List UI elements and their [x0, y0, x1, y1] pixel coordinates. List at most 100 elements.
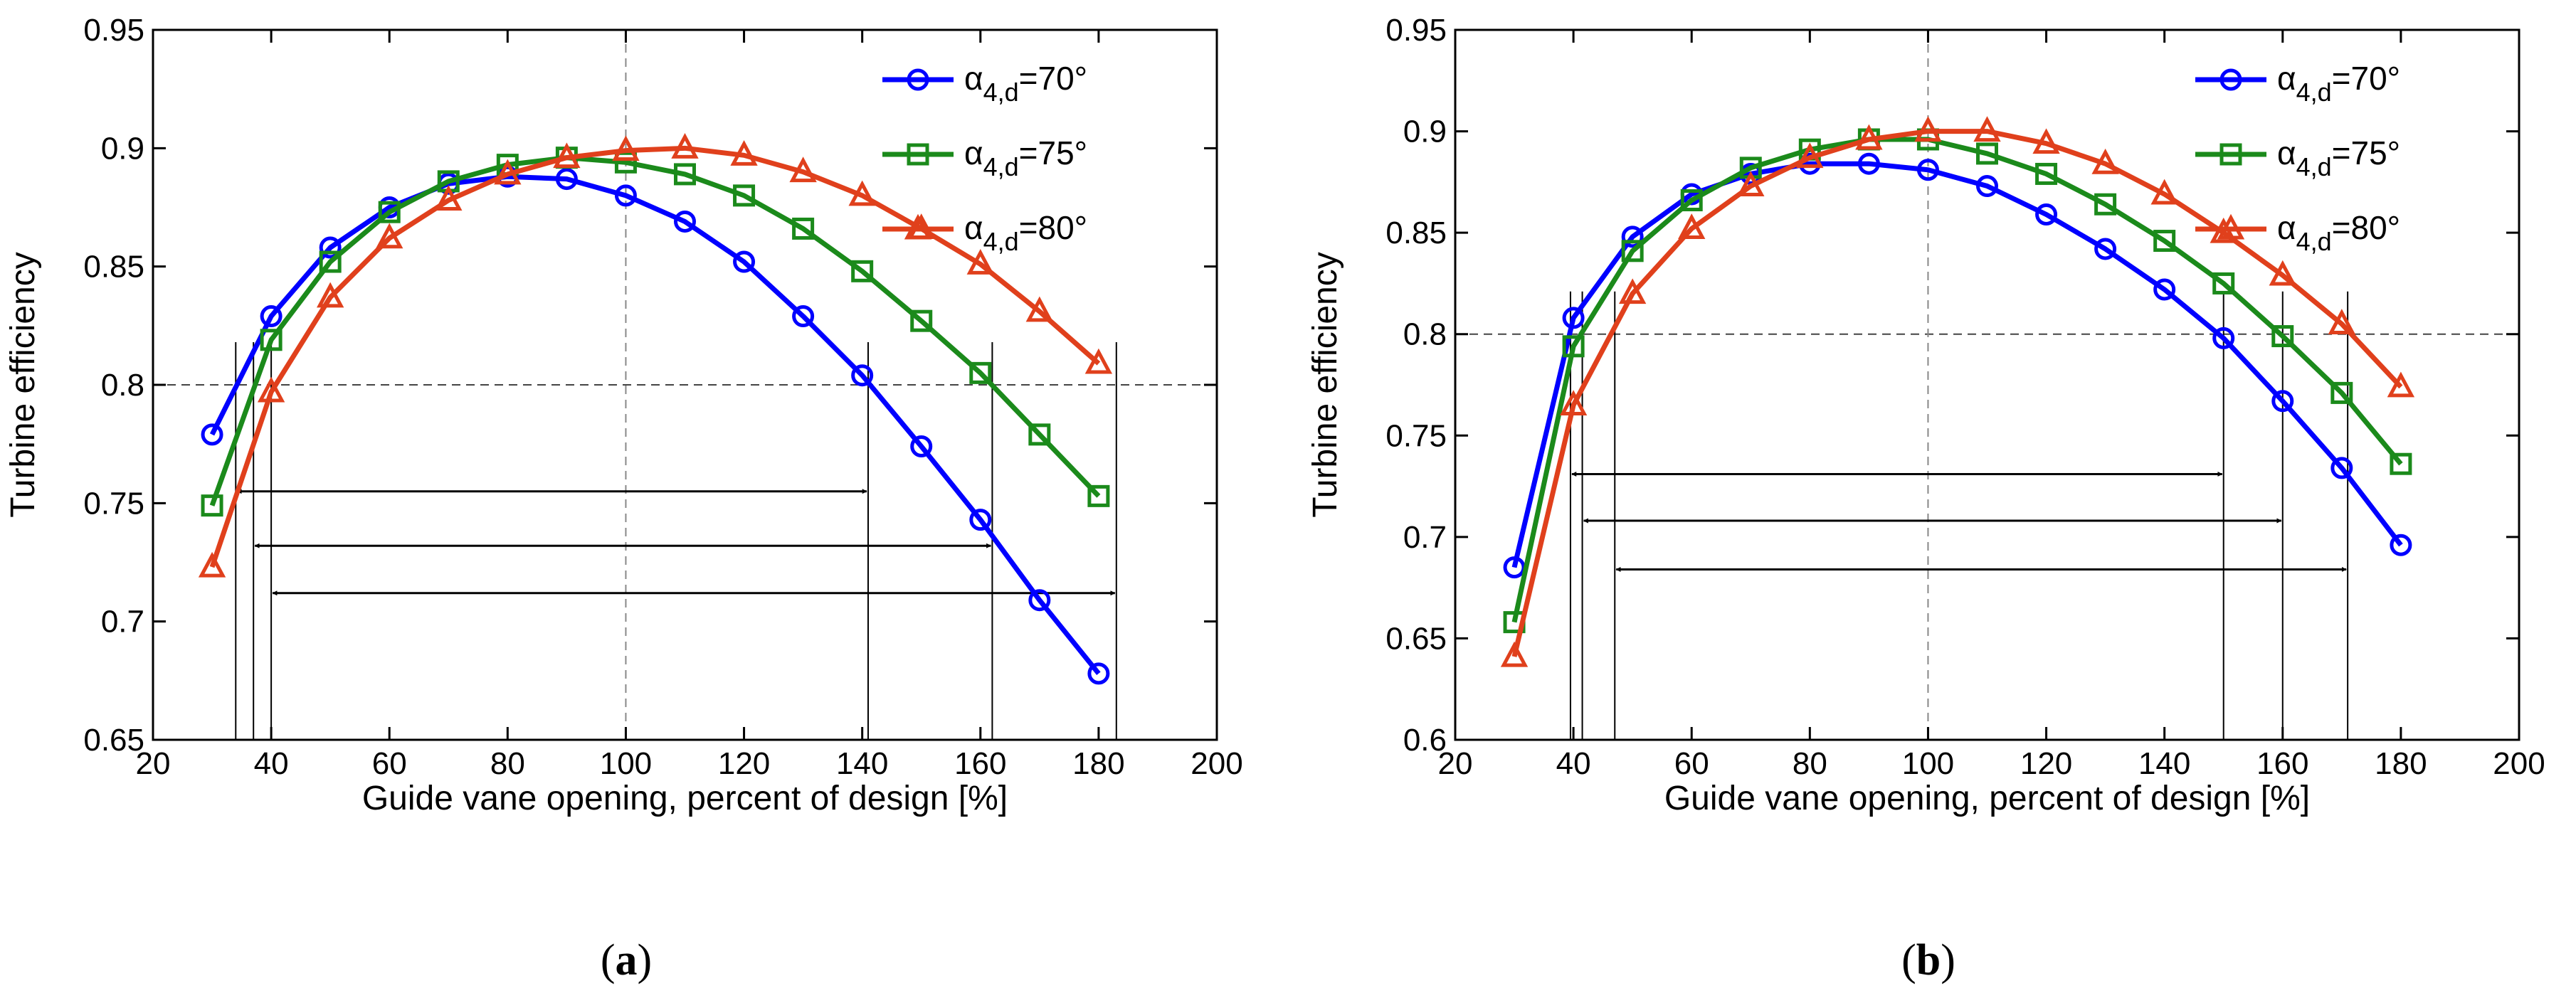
- circle-marker: [2035, 203, 2058, 225]
- x-axis-label: Guide vane opening, percent of design [%…: [1664, 780, 2310, 817]
- circle-marker: [910, 435, 933, 457]
- circle-marker: [2271, 390, 2294, 413]
- triangle-marker: [730, 140, 758, 166]
- square-marker: [1976, 142, 1998, 165]
- triangle-marker: [376, 223, 403, 249]
- y-tick-label: 0.7: [101, 605, 144, 640]
- triangle-marker: [316, 282, 344, 308]
- triangle-marker: [1796, 142, 1824, 169]
- panel-caption: (a): [601, 936, 652, 985]
- x-tick-label: 160: [954, 746, 1006, 781]
- x-tick-label: 100: [600, 746, 652, 781]
- square-marker: [910, 309, 933, 332]
- chart-panel-a: 20 40 60 80 100 120 140 160 180 200 0.65 0.7 0.75 0.8…: [4, 13, 1243, 985]
- x-tick-label: 120: [2020, 746, 2072, 781]
- legend-subscript: 4,d: [2296, 227, 2332, 256]
- square-marker: [319, 250, 342, 273]
- legend-value: =75°: [1019, 134, 1087, 171]
- caption-letter: b: [1916, 936, 1941, 985]
- circle-marker: [1857, 152, 1880, 175]
- legend-square-marker: [2219, 143, 2242, 166]
- y-tick-label: 0.9: [1403, 115, 1447, 149]
- legend-label-1: α4,d=70°: [964, 60, 1087, 107]
- series-line-3: [1511, 129, 2403, 657]
- series-line-2: [1511, 137, 2403, 623]
- x-tick-label: 60: [1674, 746, 1709, 781]
- y-tick-label: 0.65: [1385, 621, 1447, 656]
- square-marker: [1087, 484, 1110, 507]
- legend-value: =80°: [1019, 209, 1087, 246]
- triangle-marker: [1855, 124, 1883, 150]
- circle-marker: [2330, 457, 2353, 479]
- series-line-1: [209, 174, 1101, 676]
- chart-panel-b: 20 40 60 80 100 120 140 160 180 200 0.6 0.65 0.7 0.75…: [1307, 13, 2545, 985]
- square-marker: [674, 163, 696, 186]
- x-tick-label: 200: [1191, 746, 1242, 781]
- y-tick-label: 0.8: [1403, 317, 1447, 352]
- legend-alpha: α: [964, 209, 983, 246]
- triangle-marker: [435, 185, 463, 211]
- series-line-2: [209, 155, 1101, 506]
- circle-marker: [1028, 589, 1051, 612]
- triangle-marker: [2150, 179, 2178, 205]
- circle-marker: [792, 305, 815, 328]
- triangle-marker: [1914, 116, 1942, 142]
- circle-marker: [1621, 225, 1644, 248]
- y-tick-label: 0.75: [1385, 418, 1447, 453]
- triangle-marker: [2328, 309, 2356, 334]
- square-marker: [1680, 189, 1703, 212]
- square-marker: [1562, 335, 1585, 358]
- square-marker: [851, 260, 874, 282]
- legend-alpha: α: [964, 134, 983, 171]
- legend-alpha: α: [2277, 60, 2296, 97]
- circle-marker: [2094, 238, 2117, 260]
- legend-triangle-marker: [2217, 213, 2245, 240]
- triangle-marker: [1084, 348, 1113, 374]
- square-marker: [733, 184, 756, 207]
- circle-marker: [201, 423, 223, 446]
- y-tick-label: 0.85: [83, 250, 144, 285]
- series-line-1: [1511, 161, 2403, 568]
- circle-marker: [2390, 534, 2412, 556]
- triangle-marker: [789, 156, 817, 183]
- circle-marker: [851, 364, 874, 387]
- x-tick-label: 160: [2256, 746, 2308, 781]
- triangle-marker: [1973, 116, 2001, 142]
- circle-marker: [1087, 662, 1110, 685]
- axes-box: [1454, 28, 2520, 741]
- square-marker: [2153, 230, 2176, 253]
- triangle-marker: [1025, 296, 1054, 322]
- circle-marker: [1976, 175, 1998, 198]
- legend-triangle-marker: [904, 213, 932, 240]
- square-marker: [1621, 240, 1644, 262]
- caption-open: (: [601, 936, 616, 985]
- y-axis-label: Turbine efficiency: [1307, 252, 1344, 518]
- x-tick-label: 40: [254, 746, 289, 781]
- circle-marker: [555, 168, 578, 191]
- legend-alpha: α: [2277, 209, 2296, 246]
- y-tick-label: 0.7: [1403, 520, 1447, 555]
- legend-subscript: 4,d: [2296, 152, 2332, 181]
- legend-value: =70°: [1019, 60, 1087, 97]
- legend-circle-marker: [2219, 68, 2242, 91]
- y-tick-label: 0.85: [1385, 216, 1447, 250]
- x-tick-label: 80: [490, 746, 525, 781]
- square-marker: [2035, 162, 2058, 185]
- triangle-marker: [1500, 641, 1529, 667]
- triangle-marker: [494, 159, 522, 185]
- triangle-marker: [2269, 260, 2296, 286]
- panel-caption: (b): [1901, 936, 1955, 985]
- y-tick-label: 0.95: [1385, 13, 1447, 48]
- circle-marker: [319, 236, 342, 259]
- legend-circle-marker: [907, 68, 929, 91]
- x-tick-label: 20: [136, 746, 171, 781]
- circle-marker: [674, 210, 696, 233]
- triangle-marker: [848, 180, 876, 206]
- circle-marker: [1916, 159, 1939, 181]
- y-tick-label: 0.95: [83, 13, 144, 48]
- legend-label-3: α4,d=80°: [964, 209, 1087, 256]
- caption-open: (: [1901, 936, 1916, 985]
- triangle-marker: [1618, 278, 1647, 304]
- square-marker: [378, 201, 401, 223]
- circle-marker: [260, 305, 283, 328]
